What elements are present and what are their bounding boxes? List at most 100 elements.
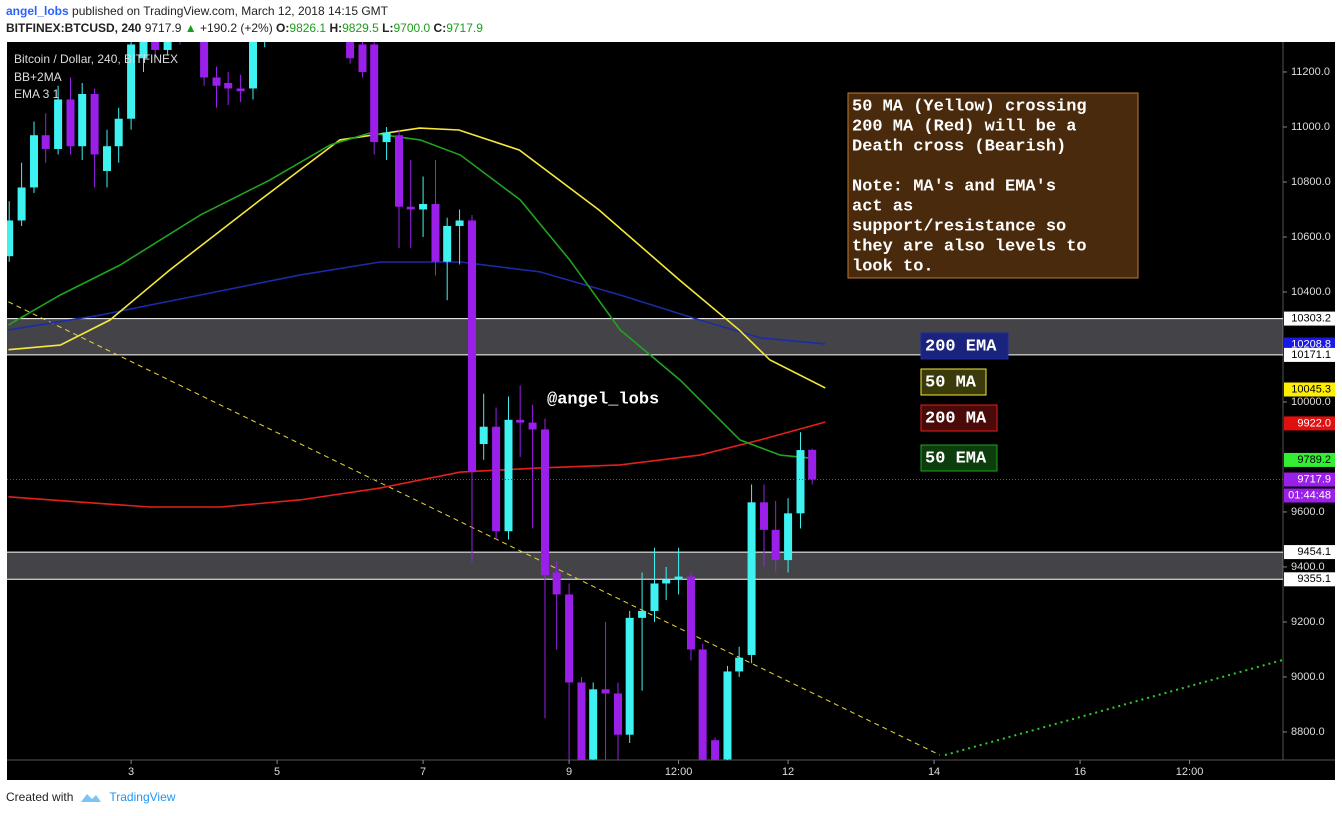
candle-body [455,220,464,226]
candle-body [735,657,744,672]
price-marker-label: 9454.1 [1297,546,1331,558]
price-marker [1284,416,1335,431]
note-line: 200 MA (Red) will be a [852,117,1076,136]
indicator-name: EMA 3 1 [14,87,60,101]
price-marker [1284,572,1335,587]
candle-body [467,220,476,473]
y-tick-label: 9200.0 [1291,616,1325,628]
price-marker [1284,311,1335,326]
legend-box [920,332,1009,360]
candle-body [650,583,659,611]
last: 9717.9 [144,21,182,35]
chart-title: Bitcoin / Dollar, 240, BITFINEX [14,52,178,66]
candle-body [796,450,805,514]
legend-label: 200 MA [925,409,987,428]
price-marker [1284,382,1335,397]
candle-body [127,44,136,119]
candle-body [139,42,148,59]
candle-body [54,99,63,149]
l-label: L: [382,21,394,35]
legend-label: 50 MA [925,373,977,392]
author[interactable]: angel_lobs [6,4,69,18]
close: 9717.9 [446,21,483,35]
price-marker-label: 10171.1 [1291,349,1331,361]
candle-body [662,579,671,584]
price-marker-label: 10045.3 [1291,383,1331,395]
y-tick-label: 9600.0 [1291,506,1325,518]
candle-body [613,693,622,735]
price-marker-label: 9717.9 [1297,473,1331,485]
candle-body [78,93,87,147]
candle-body [723,671,732,760]
candle-body [698,649,707,760]
trendline [8,301,941,756]
indicator-line [8,261,826,345]
y-tick-label: 11200.0 [1291,66,1330,78]
note-line: Note: MA's and EMA's [852,177,1056,196]
change: +190.2 (+2%) [199,21,273,35]
candle-body [747,502,756,655]
price-marker-label: 9922.0 [1297,417,1331,429]
y-tick-label: 9000.0 [1291,671,1325,683]
candle-body [516,419,525,423]
candle-body [30,135,39,188]
candle-body [346,42,355,59]
note-line: support/resistance so [852,217,1066,236]
candle-body [540,429,549,576]
candle-body [273,0,281,3]
candle-body [686,576,695,650]
candle-body [625,617,634,735]
candle-body [212,77,221,86]
symbol: BITFINEX:BTCUSD, 240 [6,21,142,35]
price-marker [1284,472,1335,487]
candle-body [479,426,488,445]
y-tick-label: 10400.0 [1291,286,1331,298]
high: 9829.5 [342,21,379,35]
x-tick-label: 14 [928,766,940,778]
candle-body [492,426,501,532]
x-tick-label: 12:00 [665,766,693,778]
indicator-line [8,132,811,459]
candle-body [114,118,123,147]
price-marker-label: 9789.2 [1297,454,1331,466]
candle-body [528,422,537,430]
candle-body [504,419,513,532]
candle-body [406,206,415,210]
candle-body [41,135,50,149]
candle-body [370,44,379,143]
countdown: 01:44:48 [1288,489,1331,501]
candle-body [601,689,610,694]
y-tick-label: 10800.0 [1291,176,1331,188]
x-tick-label: 7 [420,766,426,778]
x-tick-label: 3 [128,766,134,778]
trendline [944,658,1283,757]
y-tick-label: 9400.0 [1291,561,1325,573]
candle-body [589,689,598,760]
candle-body [249,42,258,89]
candle-body [358,44,367,72]
x-tick-label: 9 [566,766,572,778]
x-tick-label: 12:00 [1176,766,1204,778]
footer-text: Created with [6,790,74,804]
o-label: O: [276,21,290,35]
x-tick-label: 12 [782,766,794,778]
arrow: ▲ [184,21,197,35]
open: 9826.1 [289,21,327,35]
logo [81,794,102,802]
candle-body [431,203,440,262]
indicator-name: BB+2MA [14,70,62,84]
candle-body [394,135,403,207]
footer: Created with TradingView [6,790,175,804]
candle-body [382,132,391,143]
legend-box [920,368,987,396]
candle-body [103,146,112,171]
candle-body [17,187,26,221]
footer-brand[interactable]: TradingView [109,790,176,804]
price-marker [1284,452,1335,467]
price-marker-label: 10303.2 [1291,312,1331,324]
h-label: H: [329,21,343,35]
candle-body [638,610,647,618]
y-tick-label: 11000.0 [1291,121,1330,133]
